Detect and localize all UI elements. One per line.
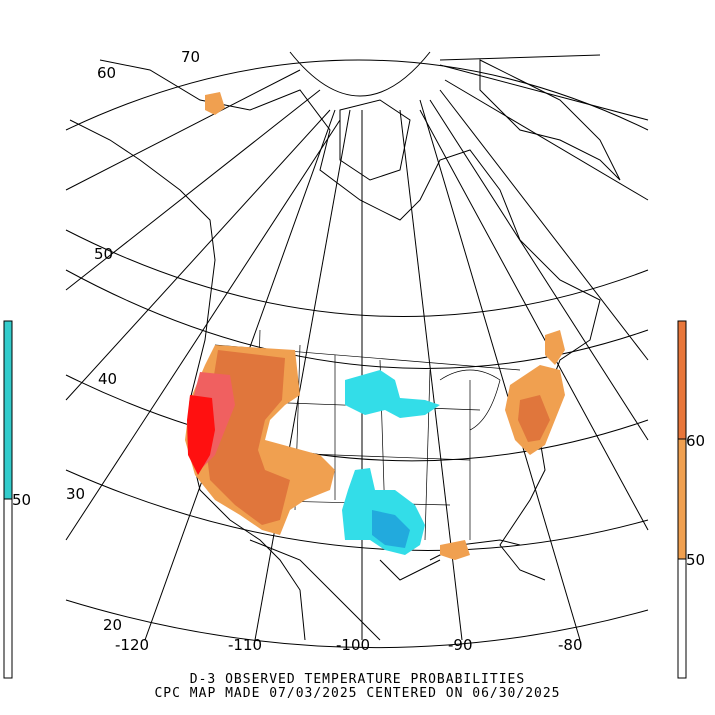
lon-label-100: -100 — [336, 636, 370, 654]
above-west-80 — [187, 395, 215, 475]
longitude-labels: -120 -110 -100 -90 -80 — [115, 636, 583, 654]
above-northeast-60 — [518, 395, 550, 442]
lat-label-70: 70 — [181, 48, 200, 66]
legend-above-swatch-60 — [677, 320, 687, 440]
lon-label-90: -90 — [448, 636, 473, 654]
below-northcentral-50 — [345, 370, 440, 418]
above-maine-50 — [545, 330, 565, 365]
below-normal-areas — [342, 370, 440, 555]
lon-label-110: -110 — [228, 636, 262, 654]
above-normal-areas — [185, 92, 565, 560]
map-subtitle: CPC MAP MADE 07/03/2025 CENTERED ON 06/3… — [154, 686, 561, 701]
map-title: D-3 OBSERVED TEMPERATURE PROBABILITIES — [189, 672, 526, 687]
above-southeast-50 — [440, 540, 470, 560]
legend-above-swatch-50 — [677, 438, 687, 560]
above-alaska-50 — [205, 92, 225, 115]
below-southcentral-60 — [372, 510, 410, 548]
lat-label-60: 60 — [97, 64, 116, 82]
coastlines — [69, 59, 621, 641]
lat-label-30: 30 — [66, 485, 85, 503]
lon-label-120: -120 — [115, 636, 149, 654]
legend-above-label-50: 50 — [686, 551, 705, 569]
legend-above: 50 60 — [677, 320, 705, 679]
lat-label-50: 50 — [94, 245, 113, 263]
lat-label-40: 40 — [98, 370, 117, 388]
lon-label-80: -80 — [558, 636, 583, 654]
legend-below: 50 — [3, 320, 31, 679]
legend-below-label-50: 50 — [12, 491, 31, 509]
legend-above-label-60: 60 — [686, 432, 705, 450]
lat-label-20: 20 — [103, 616, 122, 634]
legend-below-swatch — [3, 320, 13, 500]
latitude-labels: 20 30 40 50 60 70 — [66, 48, 200, 634]
